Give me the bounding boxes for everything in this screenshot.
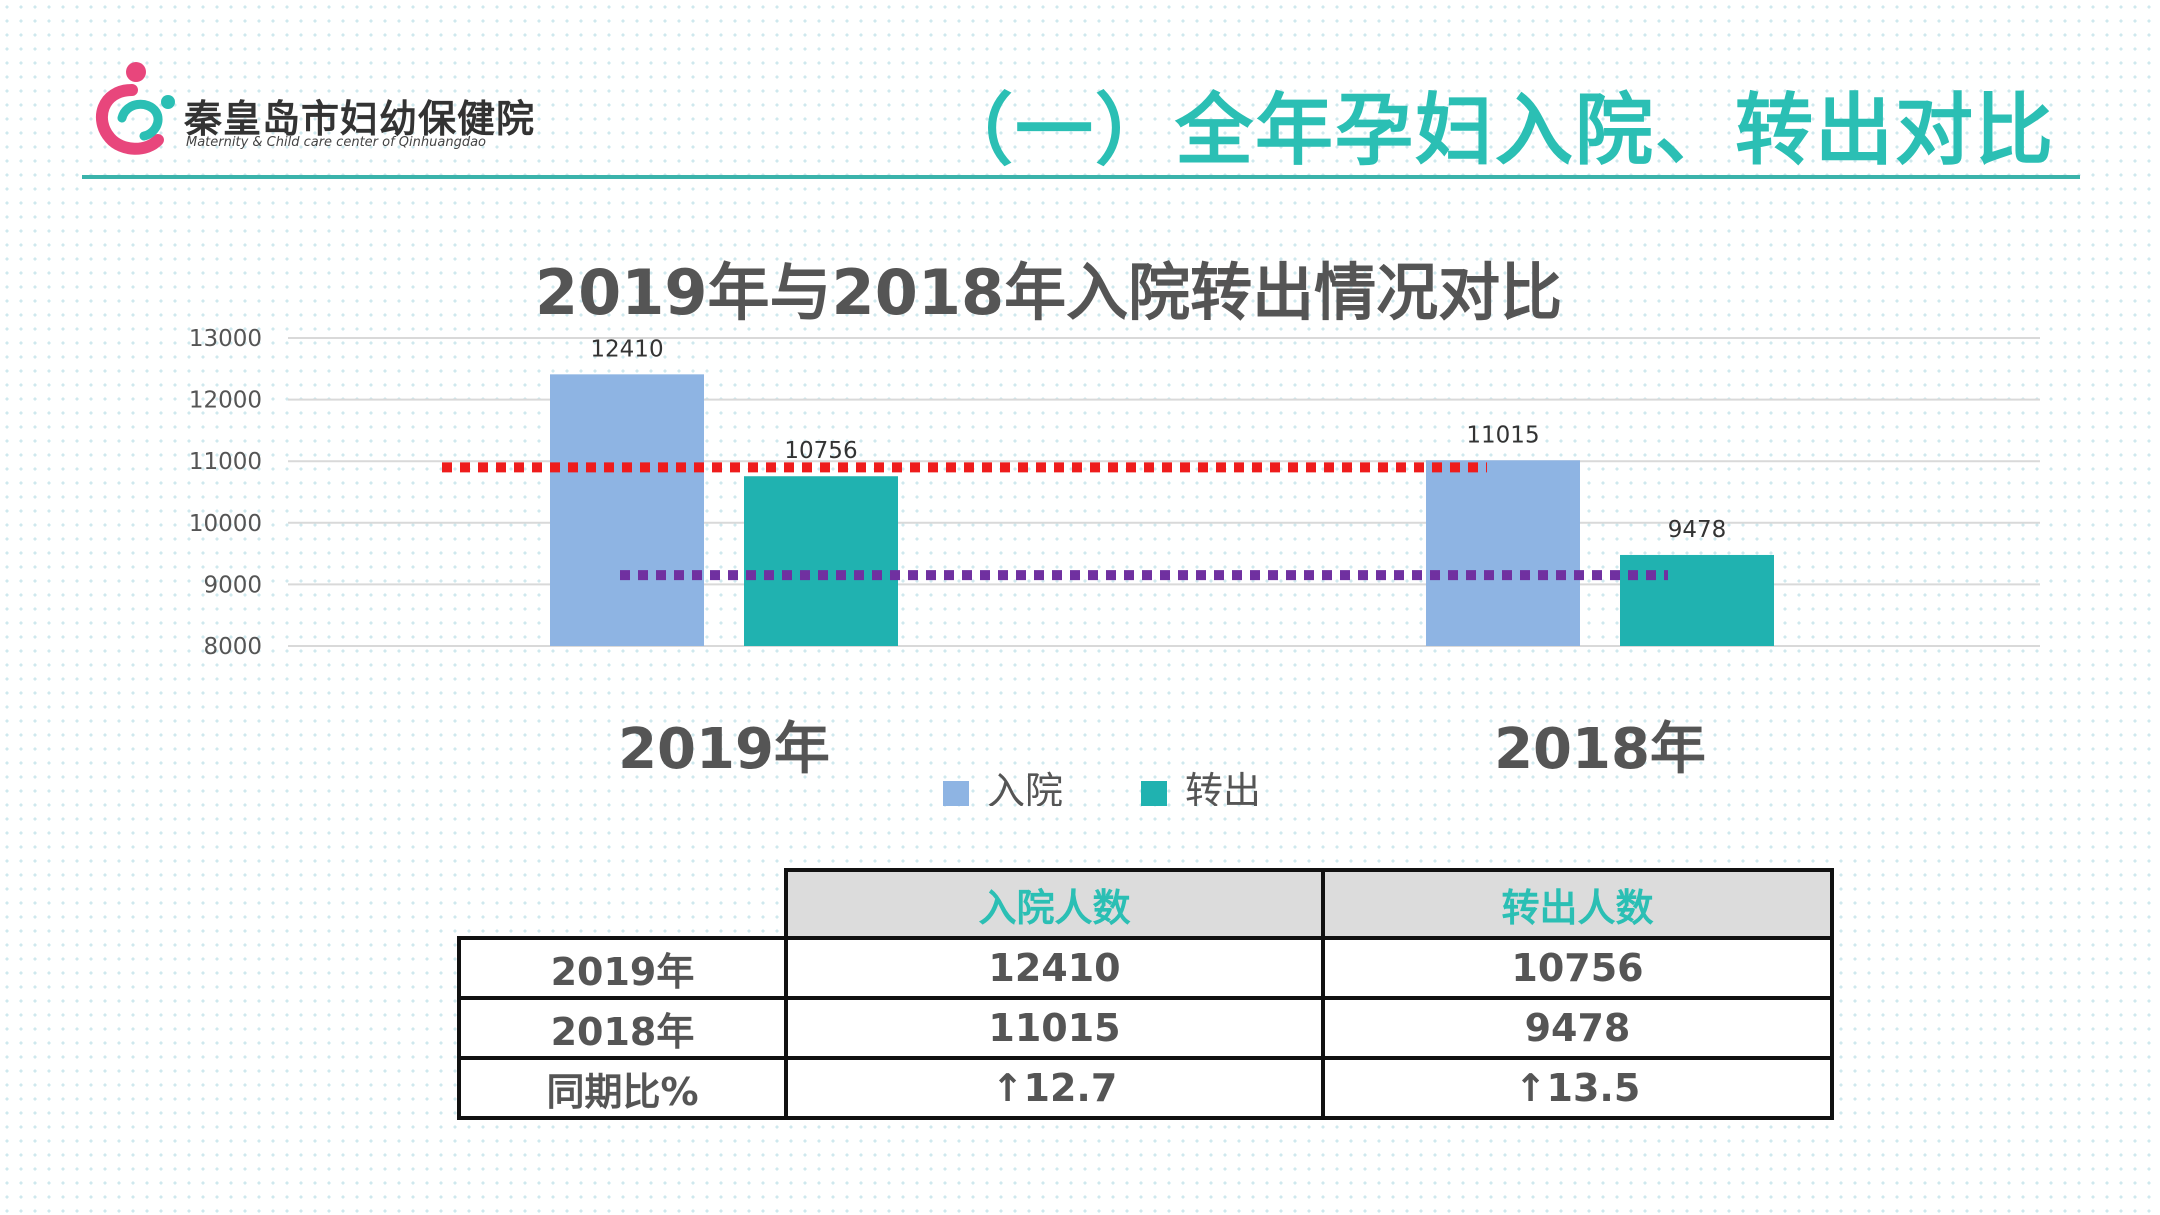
comparison-table: 入院人数 转出人数 2019年 12410 10756 2018年 11015 …: [457, 868, 1834, 1120]
table-cell-transfer: ↑13.5: [1321, 1056, 1834, 1120]
table-cell-transfer: 10756: [1321, 936, 1834, 1000]
table-cell-year: 2019年: [457, 936, 788, 1000]
y-tick-label: 10000: [189, 511, 262, 537]
legend-swatch-admit: [943, 780, 969, 806]
data-label: 9478: [1668, 517, 1727, 543]
hospital-logo: 秦皇岛市妇幼保健院 Maternity & Child care center …: [92, 60, 534, 160]
logo-subtitle: Maternity & Child care center of Qinhuan…: [186, 135, 486, 150]
y-tick-label: 11000: [189, 449, 262, 475]
table-cell-admit: 12410: [784, 936, 1325, 1000]
category-label: 2019年: [618, 717, 830, 782]
table-header-admit: 入院人数: [784, 868, 1325, 940]
y-tick-label: 12000: [189, 388, 262, 414]
table-cell-year: 同期比%: [457, 1056, 788, 1120]
table-header-transfer: 转出人数: [1321, 868, 1834, 940]
legend-label-admit: 入院: [987, 769, 1064, 806]
chart-legend: 入院 转出: [943, 760, 1303, 806]
bar-transfer: [1620, 554, 1774, 646]
table-row: 同期比% ↑12.7 ↑13.5: [457, 1056, 1834, 1120]
data-label: 12410: [590, 336, 663, 362]
table-cell-admit: ↑12.7: [784, 1056, 1325, 1120]
table-header-blank: [459, 870, 788, 940]
data-label: 10756: [784, 438, 857, 464]
legend-swatch-transfer: [1141, 780, 1167, 806]
table-cell-admit: 11015: [784, 996, 1325, 1060]
bar-transfer: [744, 476, 898, 646]
slide-title: （一）全年孕妇入院、转出对比: [934, 86, 2055, 176]
y-tick-label: 8000: [203, 634, 262, 660]
table-header-row: 入院人数 转出人数: [459, 868, 1834, 940]
legend-item-admit: 入院: [943, 760, 1063, 806]
y-tick-label: 13000: [189, 326, 262, 352]
legend-label-transfer: 转出: [1185, 769, 1262, 806]
data-label: 11015: [1466, 422, 1539, 448]
table-row: 2019年 12410 10756: [457, 936, 1834, 1000]
table-cell-year: 2018年: [457, 996, 788, 1060]
y-tick-label: 9000: [203, 572, 262, 598]
chart-title: 2019年与2018年入院转出情况对比: [535, 256, 1563, 329]
logo-name: 秦皇岛市妇幼保健院: [184, 97, 536, 141]
bar-admit: [1426, 460, 1580, 646]
header-divider: [82, 175, 2080, 179]
table-cell-transfer: 9478: [1321, 996, 1834, 1060]
legend-item-transfer: 转出: [1141, 760, 1261, 806]
logo-mark-icon: [96, 62, 175, 155]
category-label: 2018年: [1494, 717, 1706, 782]
table-row: 2018年 11015 9478: [457, 996, 1834, 1060]
bar-admit: [550, 374, 704, 646]
